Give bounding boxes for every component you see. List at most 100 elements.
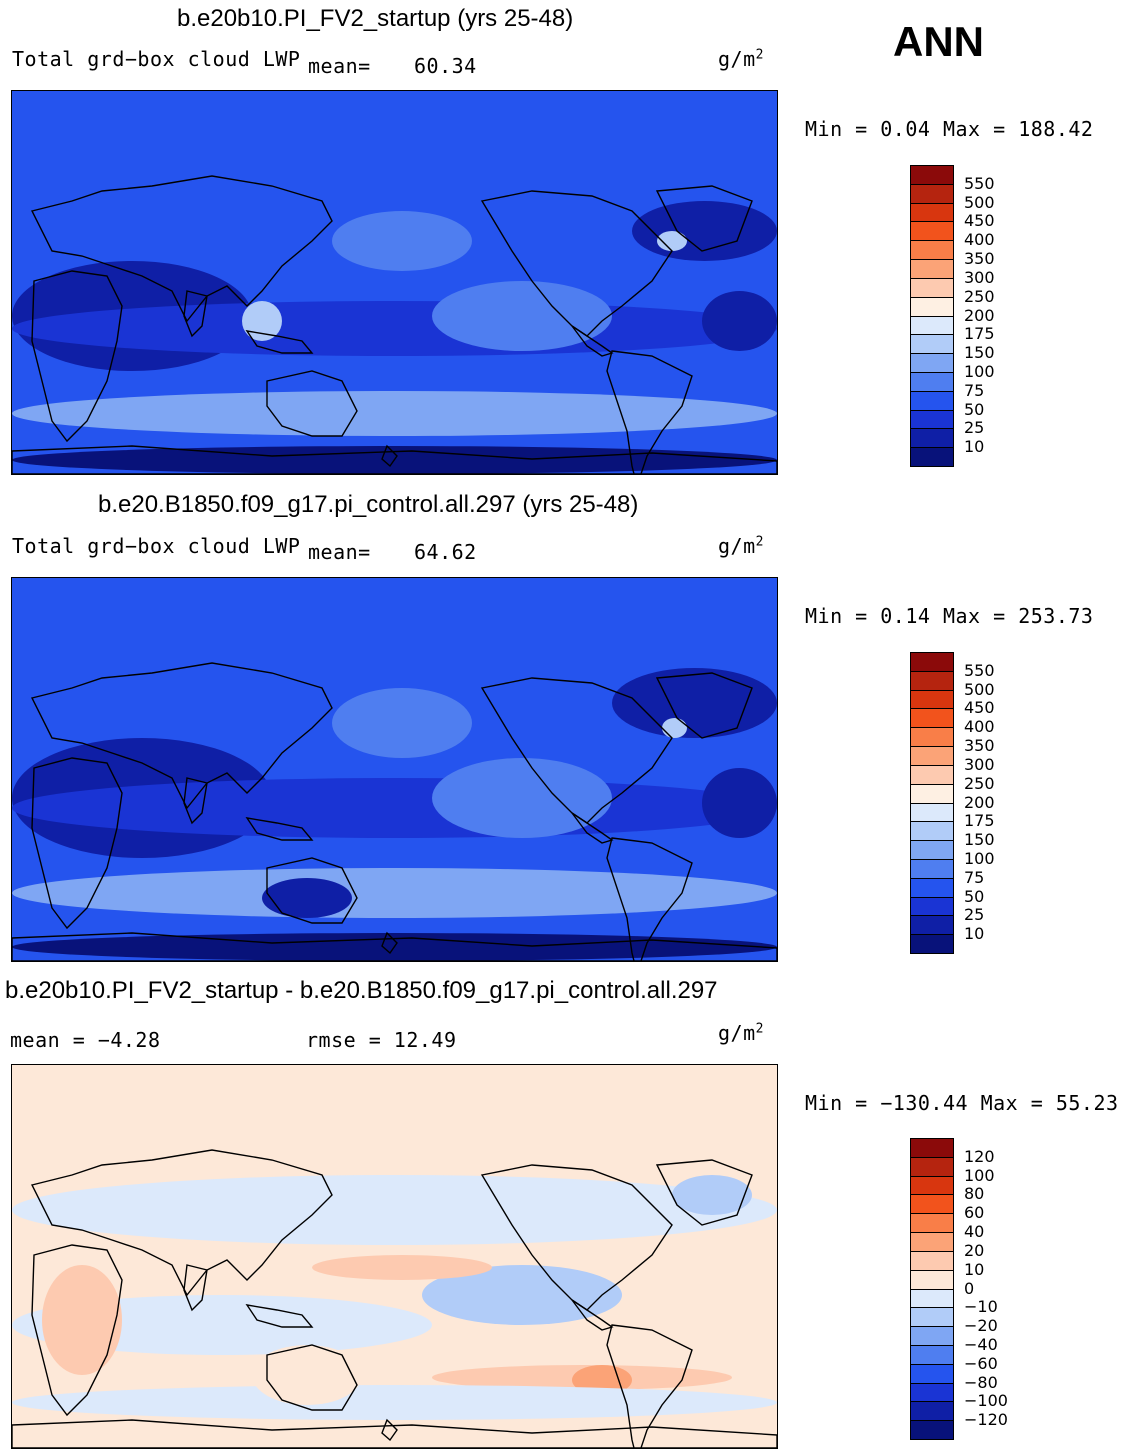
colorbar-swatch [910,1307,954,1328]
contour-region [12,301,777,356]
colorbar-swatch [910,896,954,917]
colorbar-swatch [910,202,954,223]
colorbar-tick-label: 120 [964,1146,995,1166]
colorbar-swatch [910,334,954,355]
panel2-mean-label: mean= [308,540,371,564]
contour-region [432,281,612,351]
colorbar-swatch [910,840,954,860]
colorbar-swatch [910,353,954,373]
colorbar-swatch [910,689,954,710]
colorbar-swatch [910,1213,954,1234]
panel1-title: b.e20b10.PI_FV2_startup (yrs 25-48) [177,5,574,32]
colorbar-tick-label: 550 [964,660,995,680]
colorbar-swatch [910,428,954,449]
coastline [30,662,333,810]
contour-region [12,868,777,918]
coastline [245,1304,314,1328]
colorbar-tick-label: −100 [964,1391,1008,1411]
contour-region [632,201,777,261]
colorbar-tick-label: 100 [964,1165,995,1185]
colorbar-tick-label: 60 [964,1203,985,1223]
colorbar-tick-label: 50 [964,886,985,906]
coastline [183,1264,208,1312]
coastline [266,370,358,437]
panel2-title: b.e20.B1850.f09_g17.pi_control.all.297 (… [98,491,639,518]
coastline [480,677,673,824]
colorbar-tick-label: 500 [964,192,995,212]
contour-region [42,1265,122,1375]
colorbar-swatch [910,1156,954,1177]
panel1-units: g/m2 [718,47,764,71]
panel3-mean: mean = −4.28 [10,1028,161,1052]
colorbar-swatch [910,409,954,430]
colorbar-tick-label: 25 [964,905,985,925]
colorbar-swatch [910,1401,954,1422]
colorbar-tick-label: 10 [964,1259,985,1279]
coastline [12,932,777,961]
panel2-variable-label: Total grd−box cloud LWP [12,534,301,558]
contour-region [12,778,777,838]
colorbar-tick-label: 0 [964,1278,975,1298]
colorbar-swatch [910,858,954,879]
colorbar-swatch [910,802,954,823]
colorbar-swatch [910,1138,954,1158]
colorbar-swatch [910,277,954,298]
contour-region [12,1175,777,1245]
colorbar-swatch [910,1420,954,1440]
contour-region [262,878,352,918]
colorbar-tick-label: 300 [964,267,995,287]
colorbar-tick-label: 40 [964,1222,985,1242]
panel1-minmax: Min = 0.04 Max = 188.42 [805,117,1094,141]
colorbar-swatch [910,165,954,185]
panel3-units: g/m2 [718,1021,764,1045]
colorbar-swatch [910,877,954,898]
colorbar-swatch [910,1175,954,1196]
colorbar-tick-label: −40 [964,1334,998,1354]
contour-region [252,1345,362,1405]
panel1-variable-label: Total grd−box cloud LWP [12,47,301,71]
coastline [655,1159,753,1226]
contour-region [612,668,777,738]
coastline [183,777,208,825]
colorbar-tick-label: 450 [964,211,995,231]
panel3-minmax: Min = −130.44 Max = 55.23 [805,1091,1119,1115]
colorbar-tick-label: 100 [964,848,995,868]
colorbar-swatch [910,1363,954,1384]
coastline [266,1344,358,1411]
panel2-units: g/m2 [718,534,764,558]
colorbar-tick-label: 300 [964,754,995,774]
colorbar-swatch [910,1326,954,1346]
colorbar-tick-label: 250 [964,286,995,306]
coastline [381,931,398,955]
colorbar-swatch [910,1194,954,1215]
contour-region [332,211,472,271]
colorbar-tick-label: 350 [964,736,995,756]
coastline [12,445,777,474]
contour-region [12,391,777,436]
panel1-mean-value: 60.34 [414,54,477,78]
colorbar-swatch [910,390,954,411]
coastline [266,857,358,924]
contour-region [662,718,687,738]
colorbar-swatch [910,1344,954,1365]
colorbar-tick-label: 20 [964,1240,985,1260]
colorbar-swatch [910,746,954,766]
coastline [245,817,314,841]
colorbar-swatch [910,240,954,261]
colorbar-tick-label: 350 [964,249,995,269]
colorbar-tick-label: −80 [964,1372,998,1392]
coastline [480,1164,673,1311]
contour-region [12,1385,777,1420]
coastline [12,1419,777,1448]
season-label: ANN [893,18,984,65]
coastline [245,330,314,354]
coastline [183,290,208,338]
colorbar-swatch [910,447,954,467]
colorbar-swatch [910,670,954,691]
colorbar-tick-label: 400 [964,230,995,250]
colorbar-tick-label: −120 [964,1410,1008,1430]
panel2-map [11,577,778,962]
colorbar-swatch [910,1288,954,1309]
coastline [606,1324,693,1448]
colorbar-tick-label: 100 [964,361,995,381]
